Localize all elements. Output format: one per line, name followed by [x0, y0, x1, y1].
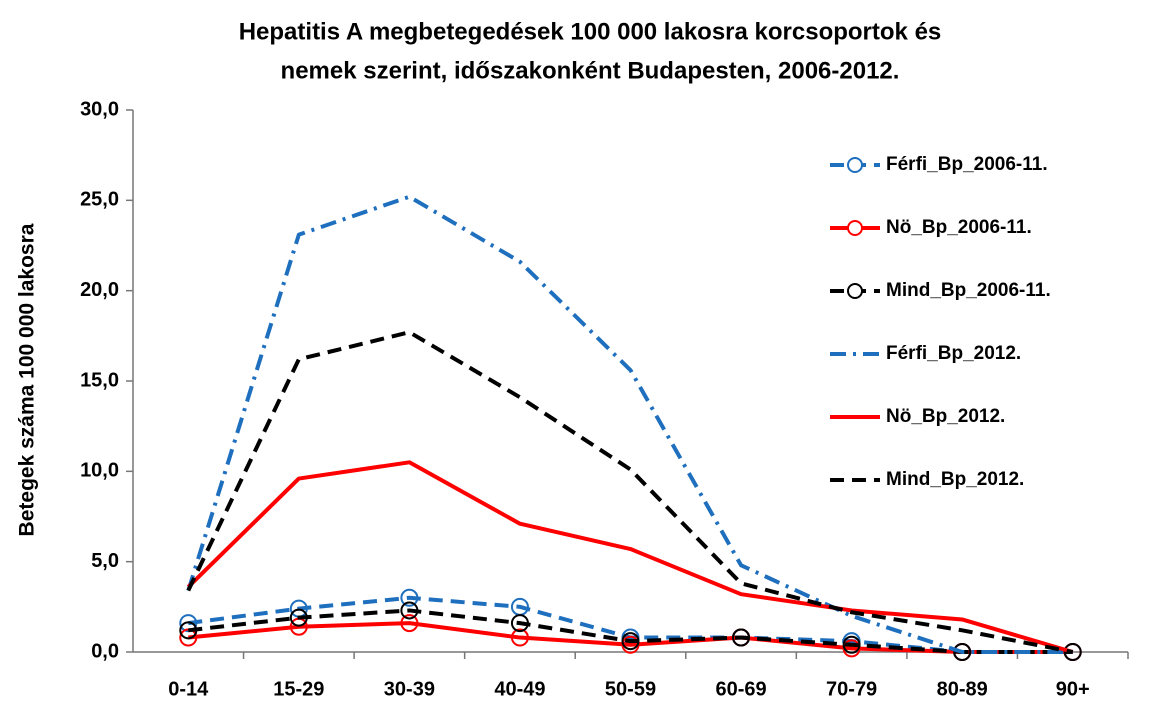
series-marker: [179, 621, 198, 640]
series-marker: [842, 635, 861, 654]
series-marker: [621, 632, 640, 651]
series-line: [186, 194, 1073, 654]
series-marker: [289, 608, 308, 627]
y-tick-label: 5,0: [91, 550, 119, 572]
x-tick-label: 60-69: [715, 678, 766, 700]
chart-title: nemek szerint, időszakonként Budapesten,…: [281, 57, 900, 84]
series-marker: [179, 614, 198, 633]
y-tick-label: 10,0: [80, 460, 119, 482]
legend-label: Mind_Bp_2012.: [886, 469, 1024, 490]
x-tick-label: 90+: [1056, 678, 1090, 700]
y-tick-label: 15,0: [80, 369, 119, 391]
series-marker: [732, 628, 751, 647]
series-marker: [510, 614, 529, 633]
legend-label: Férfi_Bp_2006-11.: [886, 154, 1048, 175]
series-marker: [1063, 643, 1082, 661]
y-tick-label: 30,0: [80, 98, 119, 120]
x-tick-label: 0-14: [168, 678, 209, 700]
y-tick-label: 25,0: [80, 189, 119, 211]
series-line: [186, 460, 1074, 654]
legend-marker: [847, 220, 863, 236]
series-line: [186, 330, 1074, 654]
series-marker: [400, 614, 419, 633]
x-tick-label: 40-49: [494, 678, 545, 700]
series-line: [188, 621, 1073, 654]
series-line: [188, 608, 1073, 654]
y-tick-label: 0,0: [91, 640, 119, 662]
series-marker: [953, 643, 972, 661]
legend-label: Mind_Bp_2006-11.: [886, 280, 1051, 301]
y-axis-label: Betegek száma 100 000 lakosra: [16, 223, 39, 536]
legend-label: Férfi_Bp_2012.: [886, 343, 1021, 364]
x-tick-label: 15-29: [273, 678, 324, 700]
x-tick-label: 70-79: [826, 678, 877, 700]
legend-marker: [847, 283, 863, 299]
series-marker: [510, 628, 529, 647]
x-tick-label: 80-89: [937, 678, 988, 700]
series-marker: [400, 601, 419, 620]
series-marker: [400, 588, 419, 607]
x-tick-label: 30-39: [384, 678, 435, 700]
legend-marker: [847, 157, 863, 173]
chart-title: Hepatitis A megbetegedések 100 000 lakos…: [239, 18, 942, 45]
x-tick-label: 50-59: [605, 678, 656, 700]
legend-label: Nö_Bp_2006-11.: [886, 217, 1032, 238]
y-tick-label: 20,0: [80, 279, 119, 301]
legend-label: Nö_Bp_2012.: [886, 406, 1005, 427]
